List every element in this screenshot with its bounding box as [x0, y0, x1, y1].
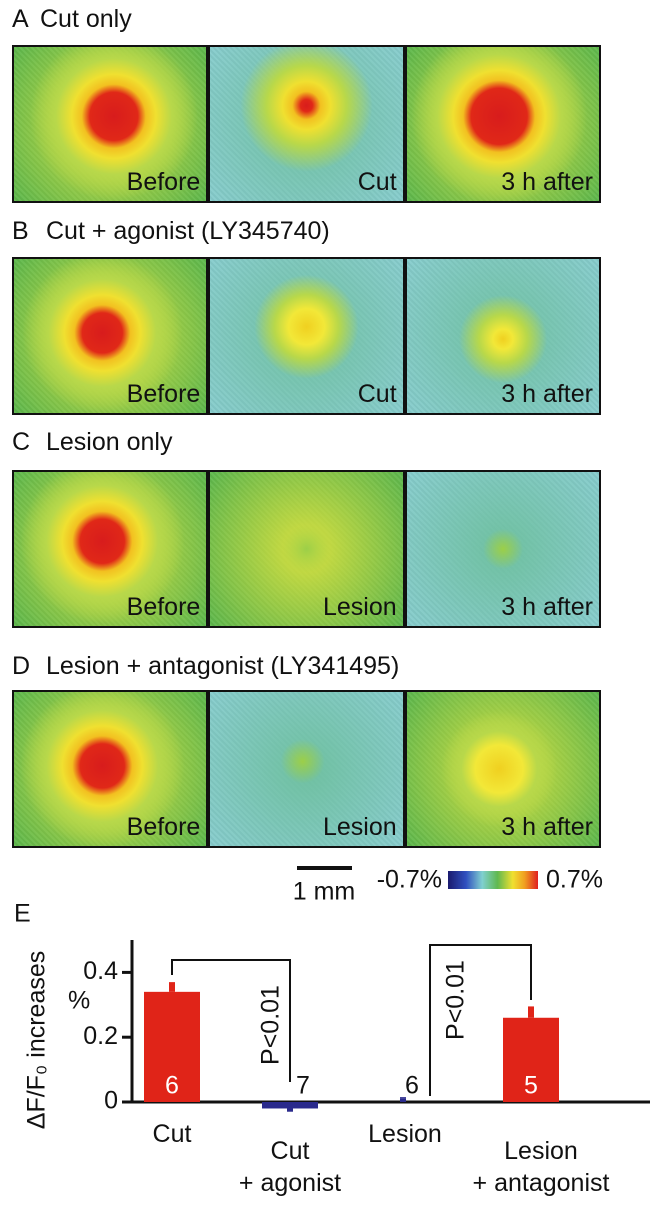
image-label: 3 h after — [501, 813, 593, 841]
image-label: Cut — [357, 168, 397, 196]
image-label: 3 h after — [501, 593, 593, 621]
image-label: Before — [126, 593, 201, 621]
bar-label: 7 — [296, 1072, 310, 1100]
p-value: P<0.01 — [257, 985, 285, 1065]
bar — [144, 991, 200, 1102]
y-unit: % — [68, 987, 90, 1015]
panel-title: Lesion + antagonist (LY341495) — [46, 652, 400, 680]
x-tick-label: Cut + agonist — [238, 1137, 342, 1197]
bar-label: 6 — [405, 1072, 419, 1100]
panel-letter: D — [12, 652, 31, 680]
bar — [503, 1017, 559, 1102]
image-label: Before — [126, 168, 201, 196]
image-row: Before Cut 3 h after — [12, 257, 601, 415]
bar-label: 5 — [524, 1072, 538, 1100]
colorbar-max: 0.7% — [546, 866, 603, 894]
panel-letter: B — [12, 217, 29, 245]
x-tick-label: Cut — [152, 1120, 192, 1148]
bracket — [429, 944, 532, 1096]
image-label: Lesion — [322, 593, 397, 621]
image-label: Cut — [357, 380, 397, 408]
y-tick-label: 0.2 — [83, 1022, 118, 1050]
image-label: 3 h after — [501, 168, 593, 196]
panel-title: Lesion only — [46, 428, 173, 456]
y-axis-label: ΔF/F₀ increases — [23, 951, 51, 1130]
scale-bar-label: 1 mm — [293, 878, 356, 906]
image-label: Before — [126, 380, 201, 408]
panel-letter: C — [12, 428, 31, 456]
image-row: Before Lesion 3 h after — [12, 470, 601, 628]
bar-label: 6 — [165, 1072, 179, 1100]
heatmap-image: Before — [14, 472, 207, 626]
colorbar-min: -0.7% — [377, 866, 442, 894]
y-tick-label: 0.4 — [83, 957, 118, 985]
heatmap-image: Cut — [210, 259, 403, 413]
image-row: Before Lesion 3 h after — [12, 690, 601, 848]
colorbar — [448, 871, 538, 889]
heatmap-image: Cut — [210, 47, 403, 201]
heatmap-image: Lesion — [210, 472, 403, 626]
p-value: P<0.01 — [442, 960, 470, 1040]
heatmap-image: Before — [14, 259, 207, 413]
heatmap-image: Lesion — [210, 692, 403, 846]
bar — [400, 1098, 406, 1102]
heatmap-image: 3 h after — [406, 259, 599, 413]
y-tick-label: 0 — [104, 1087, 118, 1115]
heatmap-image: 3 h after — [406, 692, 599, 846]
image-label: 3 h after — [501, 380, 593, 408]
bracket — [171, 959, 291, 1082]
panel-title: Cut + agonist (LY345740) — [46, 217, 330, 245]
heatmap-image: Before — [14, 47, 207, 201]
heatmap-image: Before — [14, 692, 207, 846]
x-tick-label: Lesion + antagonist — [472, 1137, 610, 1197]
panel-title: Cut only — [40, 5, 132, 33]
panel-letter: E — [14, 900, 31, 928]
x-tick-label: Lesion — [368, 1120, 442, 1148]
bar — [262, 1102, 318, 1109]
heatmap-image: 3 h after — [406, 472, 599, 626]
image-row: Before Cut 3 h after — [12, 45, 601, 203]
image-label: Lesion — [322, 813, 397, 841]
panel-letter: A — [12, 5, 29, 33]
heatmap-image: 3 h after — [406, 47, 599, 201]
image-label: Before — [126, 813, 201, 841]
